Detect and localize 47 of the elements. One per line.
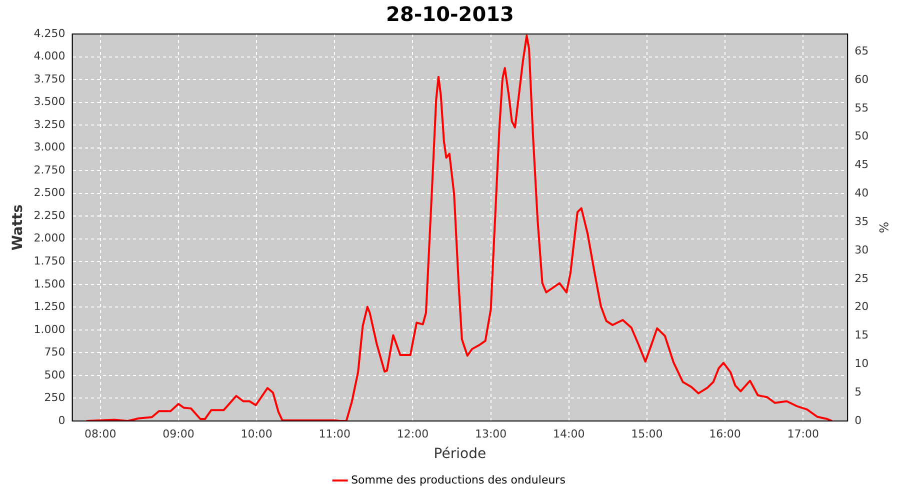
y2-tick-label: 20	[854, 300, 869, 314]
y-tick-label: 3.750	[34, 72, 66, 86]
y-tick-label: 2.000	[34, 232, 66, 245]
x-tick-label: 09:00	[162, 427, 194, 440]
x-tick-label: 12:00	[396, 427, 429, 440]
x-tick-label: 10:00	[240, 427, 272, 440]
y2-tick-label: 30	[854, 243, 869, 256]
y-tick-label: 1.750	[34, 254, 66, 268]
y-tick-label: 0	[58, 414, 66, 427]
y-tick-label: 2.250	[34, 208, 66, 222]
y2-axis-title: %	[876, 222, 891, 234]
y2-tick-label: 25	[854, 272, 869, 285]
y2-tick-label: 50	[854, 130, 869, 143]
y2-tick-label: 65	[854, 44, 869, 58]
y-tick-label: 1.000	[34, 322, 66, 336]
y-tick-label: 500	[44, 368, 66, 382]
x-tick-label: 16:00	[709, 427, 741, 440]
y-tick-label: 3.000	[34, 140, 66, 154]
y-tick-label: 1.250	[34, 300, 66, 314]
chart-title: 28-10-2013	[386, 2, 514, 26]
y2-tick-label: 5	[854, 385, 862, 398]
x-tick-label: 13:00	[474, 427, 507, 440]
y2-tick-label: 10	[854, 357, 869, 370]
x-tick-label: 15:00	[631, 427, 663, 440]
y-tick-label: 2.500	[34, 186, 66, 200]
y2-tick-label: 40	[854, 186, 869, 200]
y-tick-label: 2.750	[34, 163, 66, 176]
x-tick-label: 11:00	[318, 427, 350, 440]
y-tick-label: 4.000	[34, 50, 66, 63]
y2-tick-label: 55	[854, 101, 869, 114]
y-axis-title: Watts	[10, 204, 26, 251]
y-tick-label: 1.500	[34, 277, 66, 290]
y2-tick-label: 0	[854, 414, 862, 427]
y-tick-label: 750	[44, 346, 66, 359]
y-tick-label: 3.250	[34, 118, 66, 131]
x-tick-label: 17:00	[787, 427, 819, 440]
x-axis-title: Période	[434, 446, 486, 462]
y-tick-label: 250	[44, 391, 66, 404]
x-tick-label: 08:00	[84, 427, 116, 440]
legend-label: Somme des productions des onduleurs	[351, 473, 566, 486]
y2-tick-label: 15	[854, 328, 869, 342]
y-tick-label: 4.250	[34, 26, 66, 40]
y-tick-label: 3.500	[34, 95, 66, 108]
x-tick-label: 14:00	[553, 427, 585, 440]
y2-tick-label: 45	[854, 158, 869, 172]
y2-tick-label: 35	[854, 214, 869, 228]
y2-tick-label: 60	[854, 72, 869, 86]
